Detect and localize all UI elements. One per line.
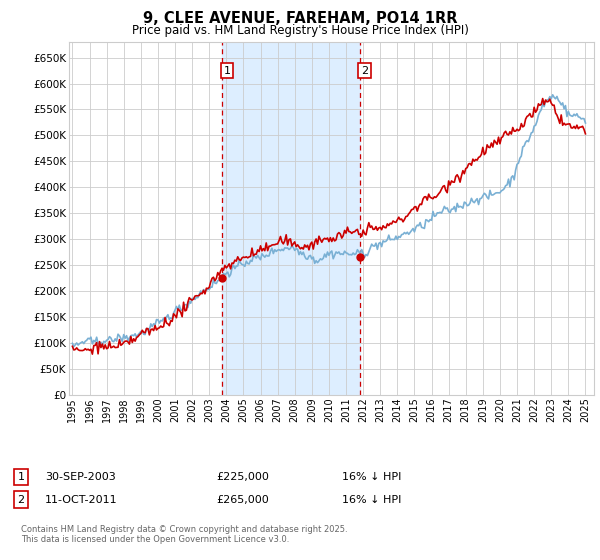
Text: 9, CLEE AVENUE, FAREHAM, PO14 1RR: 9, CLEE AVENUE, FAREHAM, PO14 1RR bbox=[143, 11, 457, 26]
Text: 2: 2 bbox=[17, 494, 25, 505]
Text: £225,000: £225,000 bbox=[216, 472, 269, 482]
Text: 1: 1 bbox=[224, 66, 230, 76]
Text: Contains HM Land Registry data © Crown copyright and database right 2025.
This d: Contains HM Land Registry data © Crown c… bbox=[21, 525, 347, 544]
Text: 16% ↓ HPI: 16% ↓ HPI bbox=[342, 472, 401, 482]
Text: 16% ↓ HPI: 16% ↓ HPI bbox=[342, 494, 401, 505]
Text: 11-OCT-2011: 11-OCT-2011 bbox=[45, 494, 118, 505]
Text: Price paid vs. HM Land Registry's House Price Index (HPI): Price paid vs. HM Land Registry's House … bbox=[131, 24, 469, 36]
Text: 1: 1 bbox=[17, 472, 25, 482]
Text: 30-SEP-2003: 30-SEP-2003 bbox=[45, 472, 116, 482]
Text: 2: 2 bbox=[361, 66, 368, 76]
Bar bbox=[222, 42, 359, 395]
Text: £265,000: £265,000 bbox=[216, 494, 269, 505]
